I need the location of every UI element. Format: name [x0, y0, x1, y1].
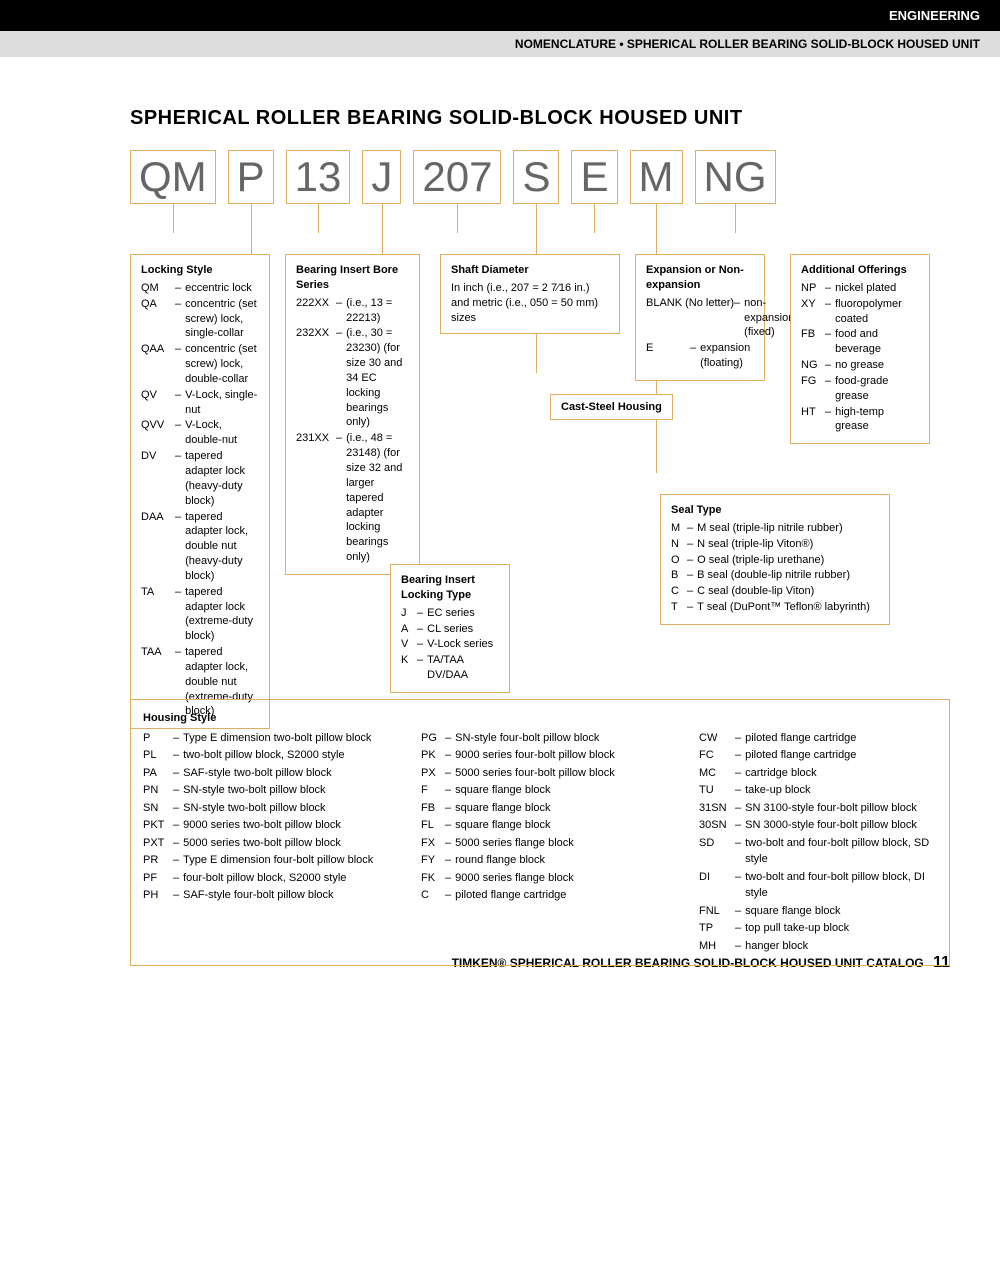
- block-title: Locking Style: [141, 263, 259, 278]
- definition-row: T–T seal (DuPont™ Teflon® labyrinth): [671, 600, 879, 615]
- header-subbar: NOMENCLATURE • SPHERICAL ROLLER BEARING …: [0, 31, 1000, 57]
- definition-row: FX–5000 series flange block: [421, 835, 659, 852]
- definition-row: PN–SN-style two-bolt pillow block: [143, 782, 381, 799]
- definition-row: QVV–V-Lock, double-nut: [141, 418, 259, 448]
- definition-row: FL–square flange block: [421, 817, 659, 834]
- definition-row: PL–two-bolt pillow block, S2000 style: [143, 747, 381, 764]
- definition-row: B–B seal (double-lip nitrile rubber): [671, 568, 879, 583]
- definition-row: 222XX–(i.e., 13 = 22213): [296, 296, 409, 326]
- header-topbar: ENGINEERING: [0, 0, 1000, 31]
- definition-row: C–C seal (double-lip Viton): [671, 584, 879, 599]
- definition-row: 30SN–SN 3000-style four-bolt pillow bloc…: [699, 817, 937, 834]
- definition-row: SD–two-bolt and four-bolt pillow block, …: [699, 835, 937, 868]
- definition-row: N–N seal (triple-lip Viton®): [671, 537, 879, 552]
- definition-row: O–O seal (triple-lip urethane): [671, 553, 879, 568]
- shaft-diameter-block: Shaft Diameter In inch (i.e., 207 = 2 7⁄…: [440, 254, 620, 334]
- definition-area: Locking Style QM–eccentric lockQA–concen…: [130, 224, 950, 904]
- definition-row: NP–nickel plated: [801, 281, 919, 296]
- block-title: Housing Style: [143, 710, 937, 727]
- definition-row: QV–V-Lock, single-nut: [141, 388, 259, 418]
- definition-row: FB–food and beverage: [801, 327, 919, 357]
- expansion-block: Expansion or Non-expansion BLANK (No let…: [635, 254, 765, 381]
- block-title: Expansion or Non-expansion: [646, 263, 754, 293]
- bore-series-block: Bearing Insert Bore Series 222XX–(i.e., …: [285, 254, 420, 575]
- definition-row: FNL–square flange block: [699, 903, 937, 920]
- definition-row: TA–tapered adapter lock (extreme-duty bl…: [141, 585, 259, 644]
- code-ng: NG: [695, 150, 776, 204]
- definition-row: 31SN–SN 3100-style four-bolt pillow bloc…: [699, 800, 937, 817]
- seal-type-block: Seal Type M–M seal (triple-lip nitrile r…: [660, 494, 890, 625]
- locking-type-block: Bearing Insert Locking Type J–EC seriesA…: [390, 564, 510, 693]
- definition-row: PKT–9000 series two-bolt pillow block: [143, 817, 381, 834]
- code-e: E: [571, 150, 617, 204]
- definition-row: P–Type E dimension two-bolt pillow block: [143, 730, 381, 747]
- definition-row: DI–two-bolt and four-bolt pillow block, …: [699, 869, 937, 902]
- block-title: Shaft Diameter: [451, 263, 609, 278]
- housing-style-block: Housing Style P–Type E dimension two-bol…: [130, 699, 950, 966]
- block-title: Bearing Insert Locking Type: [401, 573, 499, 603]
- code-j: J: [362, 150, 401, 204]
- definition-row: F–square flange block: [421, 782, 659, 799]
- definition-row: V–V-Lock series: [401, 637, 499, 652]
- definition-row: PG–SN-style four-bolt pillow block: [421, 730, 659, 747]
- definition-row: DAA–tapered adapter lock, double nut (he…: [141, 510, 259, 584]
- definition-row: 232XX–(i.e., 30 = 23230) (for size 30 an…: [296, 326, 409, 430]
- definition-row: TU–take-up block: [699, 782, 937, 799]
- definition-row: PH–SAF-style four-bolt pillow block: [143, 887, 381, 904]
- definition-row: XY–fluoropolymer coated: [801, 297, 919, 327]
- locking-style-block: Locking Style QM–eccentric lockQA–concen…: [130, 254, 270, 729]
- definition-row: K–TA/TAA DV/DAA: [401, 653, 499, 683]
- page-title: SPHERICAL ROLLER BEARING SOLID-BLOCK HOU…: [130, 107, 950, 130]
- definition-row: PXT–5000 series two-bolt pillow block: [143, 835, 381, 852]
- definition-row: FK–9000 series flange block: [421, 870, 659, 887]
- block-text: In inch (i.e., 207 = 2 7⁄16 in.) and met…: [451, 281, 609, 326]
- definition-row: CW–piloted flange cartridge: [699, 730, 937, 747]
- definition-row: PF–four-bolt pillow block, S2000 style: [143, 870, 381, 887]
- code-p: P: [228, 150, 274, 204]
- definition-row: QM–eccentric lock: [141, 281, 259, 296]
- definition-row: FC–piloted flange cartridge: [699, 747, 937, 764]
- code-13: 13: [286, 150, 351, 204]
- code-s: S: [513, 150, 559, 204]
- definition-row: MH–hanger block: [699, 938, 937, 955]
- definition-row: NG–no grease: [801, 358, 919, 373]
- block-title: Seal Type: [671, 503, 879, 518]
- additional-block: Additional Offerings NP–nickel platedXY–…: [790, 254, 930, 444]
- definition-row: 231XX–(i.e., 48 = 23148) (for size 32 an…: [296, 431, 409, 565]
- definition-row: FB–square flange block: [421, 800, 659, 817]
- definition-row: E–expansion (floating): [646, 341, 754, 371]
- definition-row: BLANK (No letter)–non-expansion (fixed): [646, 296, 754, 341]
- definition-row: DV–tapered adapter lock (heavy-duty bloc…: [141, 449, 259, 508]
- code-qm: QM: [130, 150, 216, 204]
- code-207: 207: [413, 150, 501, 204]
- definition-row: MC–cartridge block: [699, 765, 937, 782]
- code-row: QMP13J207SEMNG: [130, 150, 950, 204]
- definition-row: SN–SN-style two-bolt pillow block: [143, 800, 381, 817]
- definition-row: PK–9000 series four-bolt pillow block: [421, 747, 659, 764]
- definition-row: QAA–concentric (set screw) lock, double-…: [141, 342, 259, 387]
- block-title: Bearing Insert Bore Series: [296, 263, 409, 293]
- definition-row: M–M seal (triple-lip nitrile rubber): [671, 521, 879, 536]
- definition-row: QA–concentric (set screw) lock, single-c…: [141, 297, 259, 342]
- definition-row: FG–food-grade grease: [801, 374, 919, 404]
- definition-row: TP–top pull take-up block: [699, 920, 937, 937]
- page-content: SPHERICAL ROLLER BEARING SOLID-BLOCK HOU…: [0, 57, 1000, 934]
- definition-row: HT–high-temp grease: [801, 405, 919, 435]
- definition-row: PR–Type E dimension four-bolt pillow blo…: [143, 852, 381, 869]
- definition-row: C–piloted flange cartridge: [421, 887, 659, 904]
- definition-row: PA–SAF-style two-bolt pillow block: [143, 765, 381, 782]
- code-m: M: [630, 150, 683, 204]
- block-title: Additional Offerings: [801, 263, 919, 278]
- cast-steel-block: Cast-Steel Housing: [550, 394, 673, 420]
- definition-row: A–CL series: [401, 622, 499, 637]
- definition-row: FY–round flange block: [421, 852, 659, 869]
- definition-row: J–EC series: [401, 606, 499, 621]
- definition-row: PX–5000 series four-bolt pillow block: [421, 765, 659, 782]
